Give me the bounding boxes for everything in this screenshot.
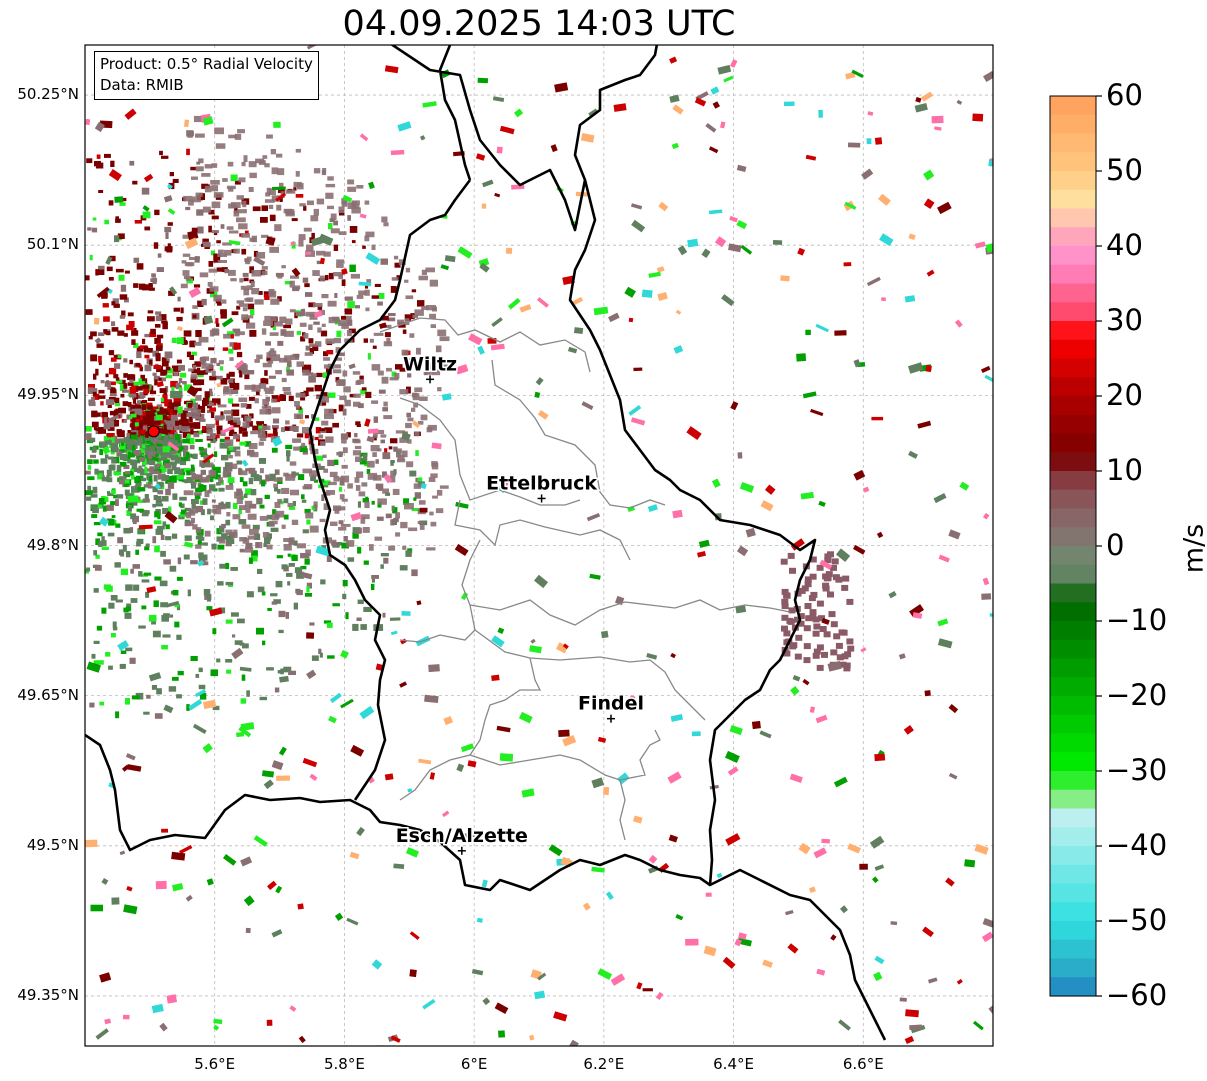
lon-tick-label: 6.6°E: [842, 1055, 884, 1073]
colorbar-tick-label: 40: [1106, 228, 1143, 262]
lat-tick-label: 49.8°N: [26, 535, 79, 554]
colorbar-tick-label: −40: [1106, 828, 1168, 862]
city-label: Findel: [578, 693, 644, 715]
lon-tick-label: 5.6°E: [194, 1055, 236, 1073]
colorbar-label: m/s: [1178, 523, 1207, 574]
city-marker: Findel: [576, 691, 646, 723]
product-label: Product: 0.5° Radial Velocity: [100, 55, 313, 73]
borders: [85, 45, 887, 1041]
colorbar-tick-label: 20: [1106, 378, 1143, 412]
lon-tick-label: 6°E: [460, 1055, 488, 1073]
lat-tick-label: 50.1°N: [26, 235, 79, 254]
colorbar-tick-label: 50: [1106, 153, 1143, 187]
data-source-label: Data: RMIB: [100, 76, 184, 94]
gridlines: [85, 45, 993, 1046]
colorbar-tick-label: −20: [1106, 678, 1168, 712]
city-label: Esch/Alzette: [396, 825, 528, 847]
city-marker: Wiltz: [401, 352, 459, 384]
map-title: 04.09.2025 14:03 UTC: [342, 4, 736, 44]
colorbar-tick-label: −10: [1106, 603, 1168, 637]
lat-tick-label: 50.25°N: [17, 85, 79, 104]
city-label: Wiltz: [403, 353, 457, 375]
city-label: Ettelbruck: [486, 472, 597, 494]
lon-tick-label: 6.2°E: [583, 1055, 625, 1073]
city-markers: Wiltz Ettelbruck Findel Esch/Alzette: [394, 352, 646, 855]
colorbar-tick-label: −30: [1106, 753, 1168, 787]
city-marker: Ettelbruck: [485, 471, 599, 503]
colorbar-tick-label: −50: [1106, 903, 1168, 937]
plot-frame: [84, 44, 994, 1047]
lat-tick-label: 49.65°N: [17, 685, 79, 704]
canton-borders: [379, 317, 791, 841]
lat-tick-label: 49.35°N: [17, 985, 79, 1004]
colorbar-tick-label: 60: [1106, 78, 1143, 112]
city-marker: Esch/Alzette: [394, 823, 529, 855]
lat-tick-label: 49.5°N: [26, 835, 79, 854]
lon-tick-label: 5.8°E: [324, 1055, 365, 1073]
lat-tick-label: 49.95°N: [17, 385, 79, 404]
product-info-box: Product: 0.5° Radial Velocity Data: RMIB: [94, 51, 319, 100]
colorbar-tick-label: 0: [1106, 528, 1125, 562]
lon-tick-label: 6.4°E: [713, 1055, 754, 1073]
radar-site-marker: [147, 425, 160, 438]
colorbar-tick-label: 30: [1106, 303, 1143, 337]
colorbar-tick-label: 10: [1106, 453, 1143, 487]
colorbar-tick-label: −60: [1106, 978, 1168, 1012]
country-border: [85, 45, 887, 1041]
